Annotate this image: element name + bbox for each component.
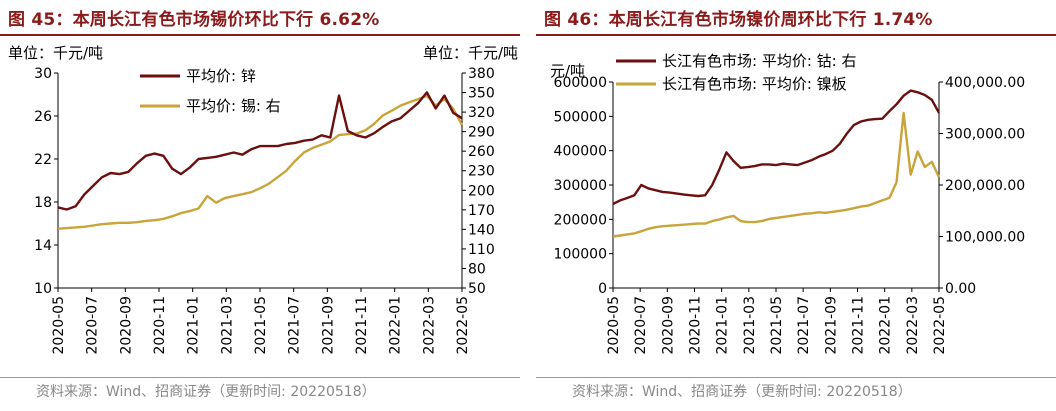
y-left-tick-label: 200000	[554, 212, 607, 228]
right-chart-title: 图 46：本周长江有色市场镍价周环比下行 1.74%	[544, 10, 933, 30]
y-left-tick-label: 500000	[554, 109, 607, 125]
x-tick-label: 2021-07	[287, 296, 303, 355]
y-left-tick-label: 14	[34, 238, 52, 254]
y-left-unit-label: 单位：千元/吨	[8, 44, 103, 62]
x-tick-label: 2021-03	[219, 296, 235, 355]
x-tick-label: 2020-07	[633, 296, 649, 355]
y-right-tick-label: 200	[468, 183, 495, 199]
y-left-tick-label: 30	[34, 66, 52, 82]
y-right-tick-label: 350	[468, 86, 495, 102]
y-left-tick-label: 600000	[554, 75, 607, 91]
y-right-tick-label: 170	[468, 203, 495, 219]
y-right-unit-label: 单位：千元/吨	[423, 44, 518, 62]
x-tick-label: 2021-09	[823, 296, 839, 355]
legend-label-1: 长江有色市场: 平均价: 镍板	[662, 75, 847, 93]
y-left-tick-label: 22	[34, 152, 52, 168]
right-chart-svg: 元/吨 0 100000 200000 300000 400000 500000 600000…	[550, 52, 1025, 355]
y-right-tick-label: 320	[468, 105, 495, 121]
x-tick-label: 2022-01	[878, 296, 894, 355]
series-line-1	[612, 111, 941, 238]
left-source-note: 资料来源：Wind、招商证券（更新时间: 20220518）	[36, 384, 376, 400]
y-left-tick-label: 100000	[554, 247, 607, 263]
y-right-tick-label: 380	[468, 66, 495, 82]
series-line-0	[57, 91, 463, 211]
left-chart-title: 图 45：本周长江有色市场锡价环比下行 6.62%	[8, 10, 380, 30]
y-right-tick-label: 260	[468, 144, 495, 160]
x-tick-label: 2022-05	[455, 296, 471, 355]
x-tick-label: 2021-05	[253, 296, 269, 355]
y-right-tick-label: 80	[468, 261, 486, 277]
y-right-tick-label: 0.00	[945, 281, 976, 297]
x-tick-label: 2020-05	[51, 296, 67, 355]
legend-label-0: 平均价: 锌	[186, 67, 256, 85]
legend-label-0: 长江有色市场: 平均价: 钴: 右	[662, 52, 856, 70]
x-tick-label: 2020-11	[688, 296, 704, 355]
series-line-0	[612, 89, 941, 205]
y-right-tick-label: 200,000.00	[945, 178, 1025, 194]
x-tick-label: 2021-01	[715, 296, 731, 355]
x-tick-label: 2021-01	[186, 296, 202, 355]
left-chart-svg: 单位：千元/吨 单位：千元/吨 10 14 18 22 26 30 50 80 110 140 170 2…	[8, 44, 518, 355]
y-right-tick-label: 400,000.00	[945, 75, 1025, 91]
x-tick-label: 2021-05	[769, 296, 785, 355]
y-right-tick-label: 50	[468, 281, 486, 297]
right-source-note: 资料来源：Wind、招商证券（更新时间: 20220518）	[572, 384, 912, 400]
y-left-tick-label: 400000	[554, 144, 607, 160]
x-tick-label: 2020-09	[118, 296, 134, 355]
x-tick-label: 2022-03	[421, 296, 437, 355]
y-left-tick-label: 10	[34, 281, 52, 297]
x-tick-label: 2021-11	[851, 296, 867, 355]
y-left-tick-label: 26	[34, 109, 52, 125]
y-left-tick-label: 300000	[554, 178, 607, 194]
series-line-1	[57, 94, 464, 230]
y-left-unit-label: 元/吨	[550, 62, 585, 80]
left-source-rule	[0, 377, 520, 378]
right-source-rule	[536, 377, 1056, 378]
x-tick-label: 2020-05	[606, 296, 622, 355]
y-right-tick-label: 300,000.00	[945, 127, 1025, 143]
x-tick-label: 2021-09	[320, 296, 336, 355]
y-right-tick-label: 290	[468, 125, 495, 141]
x-tick-label: 2022-01	[388, 296, 404, 355]
y-right-tick-label: 110	[468, 242, 495, 258]
x-tick-label: 2021-07	[796, 296, 812, 355]
x-tick-label: 2021-03	[742, 296, 758, 355]
x-tick-label: 2022-05	[932, 296, 948, 355]
x-tick-label: 2020-11	[152, 296, 168, 355]
y-right-tick-label: 100,000.00	[945, 230, 1025, 246]
y-right-tick-label: 230	[468, 164, 495, 180]
x-tick-label: 2021-11	[354, 296, 370, 355]
right-title-rule	[536, 34, 1056, 36]
x-tick-label: 2020-07	[85, 296, 101, 355]
legend-label-1: 平均价: 锡: 右	[186, 97, 281, 115]
y-right-tick-label: 140	[468, 222, 495, 238]
left-title-rule	[0, 34, 520, 36]
x-tick-label: 2022-03	[905, 296, 921, 355]
y-left-tick-label: 18	[34, 195, 52, 211]
y-left-tick-label: 0	[598, 281, 607, 297]
x-tick-label: 2020-09	[660, 296, 676, 355]
